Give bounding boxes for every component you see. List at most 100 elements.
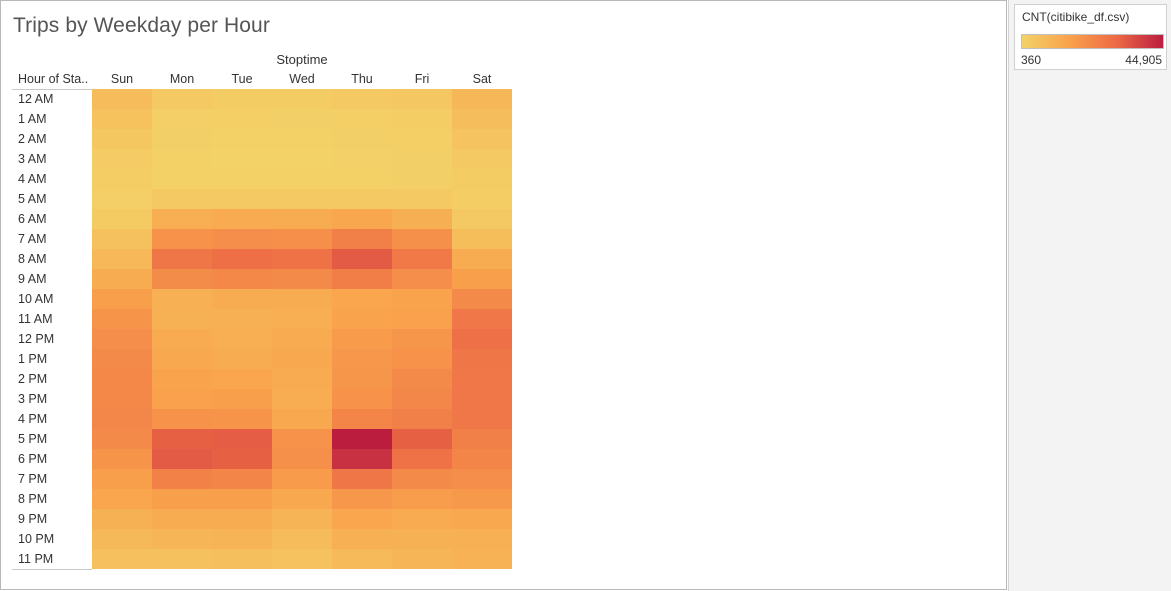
heatmap-cell-wed-7am[interactable] xyxy=(272,229,333,250)
heatmap-cell-mon-2am[interactable] xyxy=(152,129,213,150)
row-label-2am[interactable]: 2 AM xyxy=(18,132,47,146)
heatmap-cell-sun-8am[interactable] xyxy=(92,249,153,270)
heatmap-cell-fri-9pm[interactable] xyxy=(392,509,453,530)
heatmap-cell-sun-3pm[interactable] xyxy=(92,389,153,410)
row-label-1pm[interactable]: 1 PM xyxy=(18,352,48,366)
heatmap-cell-tue-10am[interactable] xyxy=(212,289,273,310)
heatmap-cell-wed-3am[interactable] xyxy=(272,149,333,170)
heatmap-cell-sat-4am[interactable] xyxy=(452,169,512,190)
row-label-7pm[interactable]: 7 PM xyxy=(18,472,48,486)
heatmap-cell-wed-11pm[interactable] xyxy=(272,549,333,569)
heatmap-cell-tue-12pm[interactable] xyxy=(212,329,273,350)
heatmap-cell-mon-10pm[interactable] xyxy=(152,529,213,550)
heatmap-cell-sat-6am[interactable] xyxy=(452,209,512,230)
heatmap-cell-sun-6pm[interactable] xyxy=(92,449,153,470)
heatmap-cell-fri-2pm[interactable] xyxy=(392,369,453,390)
column-header-sat[interactable]: Sat xyxy=(472,72,492,86)
heatmap-cell-thu-8pm[interactable] xyxy=(332,489,393,510)
heatmap-cell-sat-1pm[interactable] xyxy=(452,349,512,370)
heatmap-cell-wed-2am[interactable] xyxy=(272,129,333,150)
color-legend[interactable]: CNT(citibike_df.csv) 360 44,905 xyxy=(1014,4,1167,70)
heatmap-cell-mon-3pm[interactable] xyxy=(152,389,213,410)
heatmap-cell-thu-7pm[interactable] xyxy=(332,469,393,490)
heatmap-cell-tue-1pm[interactable] xyxy=(212,349,273,370)
heatmap-cell-sat-2am[interactable] xyxy=(452,129,512,150)
heatmap-cell-tue-9pm[interactable] xyxy=(212,509,273,530)
heatmap-cell-fri-10am[interactable] xyxy=(392,289,453,310)
heatmap-cell-mon-8am[interactable] xyxy=(152,249,213,270)
heatmap-cell-tue-3am[interactable] xyxy=(212,149,273,170)
heatmap-cell-sat-3am[interactable] xyxy=(452,149,512,170)
heatmap-cell-sat-12pm[interactable] xyxy=(452,329,512,350)
heatmap-cell-mon-11pm[interactable] xyxy=(152,549,213,569)
row-label-4pm[interactable]: 4 PM xyxy=(18,412,48,426)
heatmap-cell-wed-8pm[interactable] xyxy=(272,489,333,510)
heatmap-cell-wed-5am[interactable] xyxy=(272,189,333,210)
heatmap-cell-sun-4am[interactable] xyxy=(92,169,153,190)
heatmap-cell-mon-3am[interactable] xyxy=(152,149,213,170)
heatmap-cell-sun-8pm[interactable] xyxy=(92,489,153,510)
heatmap-cell-sat-7am[interactable] xyxy=(452,229,512,250)
heatmap-cell-wed-3pm[interactable] xyxy=(272,389,333,410)
heatmap-cell-sat-8pm[interactable] xyxy=(452,489,512,510)
row-label-7am[interactable]: 7 AM xyxy=(18,232,47,246)
heatmap-cell-thu-1am[interactable] xyxy=(332,109,393,130)
row-header-title[interactable]: Hour of Sta.. xyxy=(18,72,89,86)
heatmap-cell-mon-6pm[interactable] xyxy=(152,449,213,470)
row-label-12am[interactable]: 12 AM xyxy=(18,92,54,106)
heatmap-cell-thu-12pm[interactable] xyxy=(332,329,393,350)
heatmap-cell-mon-1am[interactable] xyxy=(152,109,213,130)
heatmap-cell-sat-5am[interactable] xyxy=(452,189,512,210)
heatmap-cell-sun-1pm[interactable] xyxy=(92,349,153,370)
heatmap-cell-fri-5am[interactable] xyxy=(392,189,453,210)
heatmap-cell-fri-9am[interactable] xyxy=(392,269,453,290)
heatmap-cell-fri-6pm[interactable] xyxy=(392,449,453,470)
heatmap-cell-fri-8am[interactable] xyxy=(392,249,453,270)
heatmap-cell-sun-7pm[interactable] xyxy=(92,469,153,490)
heatmap-cell-wed-4am[interactable] xyxy=(272,169,333,190)
heatmap-cell-thu-11pm[interactable] xyxy=(332,549,393,569)
column-header-thu[interactable]: Thu xyxy=(351,72,373,86)
heatmap-cell-mon-4am[interactable] xyxy=(152,169,213,190)
heatmap-cell-mon-7pm[interactable] xyxy=(152,469,213,490)
heatmap-cell-tue-1am[interactable] xyxy=(212,109,273,130)
row-label-5am[interactable]: 5 AM xyxy=(18,192,47,206)
heatmap-cell-sat-9am[interactable] xyxy=(452,269,512,290)
heatmap-cell-tue-7am[interactable] xyxy=(212,229,273,250)
heatmap-cell-thu-10pm[interactable] xyxy=(332,529,393,550)
heatmap-cell-sun-6am[interactable] xyxy=(92,209,153,230)
heatmap-cell-sun-1am[interactable] xyxy=(92,109,153,130)
row-label-6pm[interactable]: 6 PM xyxy=(18,452,48,466)
heatmap-cell-sat-8am[interactable] xyxy=(452,249,512,270)
heatmap-cell-fri-11am[interactable] xyxy=(392,309,453,330)
heatmap-cell-tue-11am[interactable] xyxy=(212,309,273,330)
heatmap-cell-fri-4am[interactable] xyxy=(392,169,453,190)
row-label-9am[interactable]: 9 AM xyxy=(18,272,47,286)
heatmap-cell-sun-2am[interactable] xyxy=(92,129,153,150)
heatmap-cell-sun-2pm[interactable] xyxy=(92,369,153,390)
heatmap-cell-wed-4pm[interactable] xyxy=(272,409,333,430)
heatmap-cell-thu-9am[interactable] xyxy=(332,269,393,290)
heatmap-cell-sun-10pm[interactable] xyxy=(92,529,153,550)
heatmap-cell-sun-5am[interactable] xyxy=(92,189,153,210)
row-label-11pm[interactable]: 11 PM xyxy=(18,552,54,566)
heatmap-cell-sun-10am[interactable] xyxy=(92,289,153,310)
heatmap-cell-tue-4am[interactable] xyxy=(212,169,273,190)
heatmap-cell-fri-12pm[interactable] xyxy=(392,329,453,350)
heatmap-cell-tue-3pm[interactable] xyxy=(212,389,273,410)
heatmap-cell-sun-12am[interactable] xyxy=(92,89,153,110)
heatmap-cell-thu-5pm[interactable] xyxy=(332,429,393,450)
heatmap-cell-sat-10am[interactable] xyxy=(452,289,512,310)
heatmap-cell-sun-7am[interactable] xyxy=(92,229,153,250)
heatmap-grid[interactable] xyxy=(92,89,512,569)
heatmap-cell-thu-11am[interactable] xyxy=(332,309,393,330)
heatmap-cell-wed-2pm[interactable] xyxy=(272,369,333,390)
heatmap-cell-sun-4pm[interactable] xyxy=(92,409,153,430)
heatmap-cell-wed-9am[interactable] xyxy=(272,269,333,290)
heatmap-cell-wed-6am[interactable] xyxy=(272,209,333,230)
heatmap-cell-sat-11pm[interactable] xyxy=(452,549,512,569)
heatmap-cell-wed-1am[interactable] xyxy=(272,109,333,130)
heatmap-cell-mon-10am[interactable] xyxy=(152,289,213,310)
heatmap-cell-wed-5pm[interactable] xyxy=(272,429,333,450)
row-label-10am[interactable]: 10 AM xyxy=(18,292,54,306)
